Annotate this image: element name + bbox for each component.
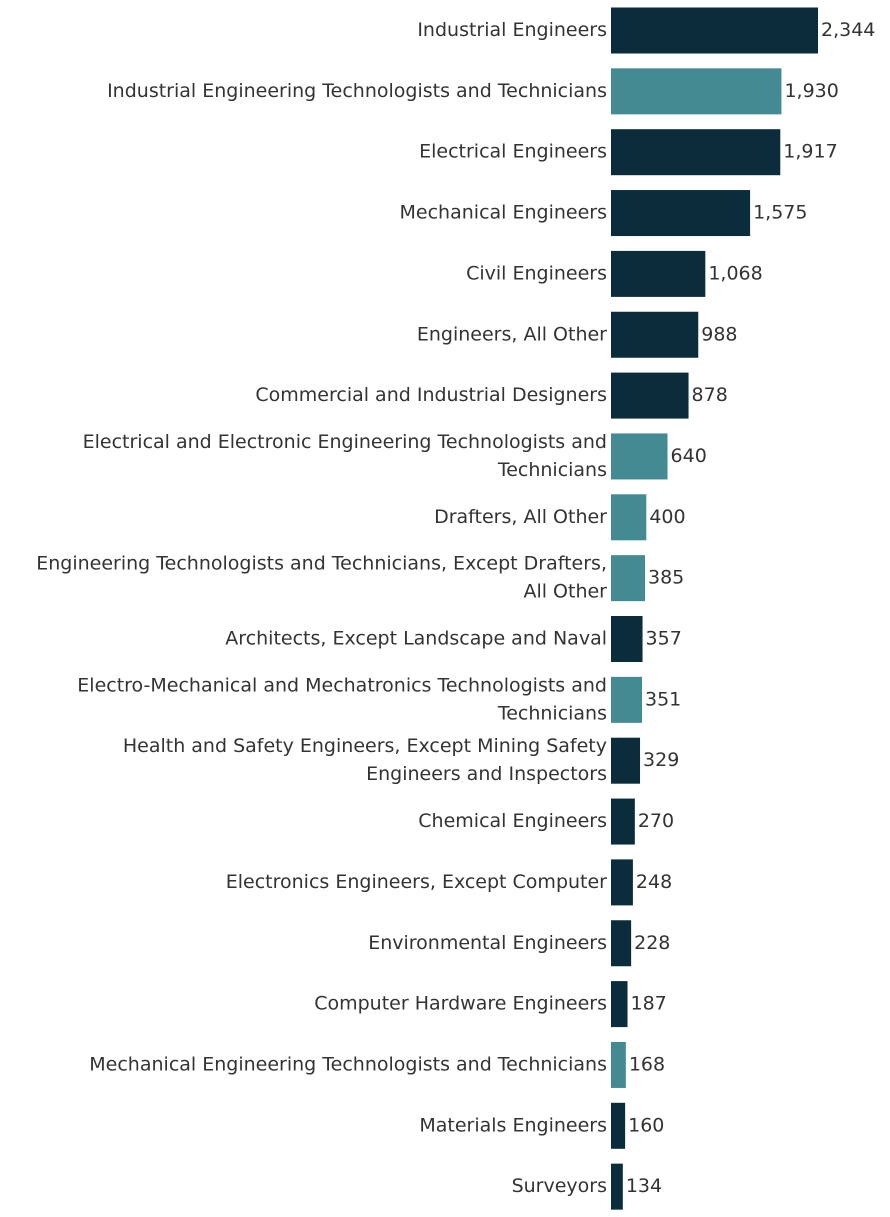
bar-12 <box>611 737 641 784</box>
value-label: 640 <box>671 445 707 467</box>
bar-8 <box>611 494 647 541</box>
value-label: 1,930 <box>784 80 838 102</box>
bar-7 <box>611 433 668 480</box>
category-label: Computer Hardware Engineers <box>314 993 607 1015</box>
value-label: 187 <box>631 993 667 1015</box>
value-label: 329 <box>643 749 679 771</box>
bar-6 <box>611 372 689 419</box>
bar-14 <box>611 859 633 906</box>
bar-18 <box>611 1102 626 1149</box>
value-label: 2,344 <box>821 19 875 41</box>
value-label: 1,575 <box>753 202 807 224</box>
category-label: Mechanical Engineers <box>400 202 607 224</box>
category-label: All Other <box>523 581 607 603</box>
category-label: Environmental Engineers <box>368 932 607 954</box>
category-label: Civil Engineers <box>466 262 607 284</box>
category-label: Engineering Technologists and Technician… <box>36 553 607 575</box>
category-label: Technicians <box>497 702 607 724</box>
category-label: Electrical and Electronic Engineering Te… <box>83 431 607 453</box>
bar-13 <box>611 798 635 845</box>
category-label: Chemical Engineers <box>418 810 607 832</box>
value-label: 385 <box>648 567 684 589</box>
category-label: Mechanical Engineering Technologists and… <box>89 1053 607 1075</box>
category-label: Electrical Engineers <box>419 141 607 163</box>
category-label: Electro-Mechanical and Mechatronics Tech… <box>77 674 607 696</box>
bar-9 <box>611 555 645 602</box>
category-label: Materials Engineers <box>419 1114 607 1136</box>
value-label: 351 <box>645 688 681 710</box>
value-label: 1,917 <box>783 141 837 163</box>
bar-3 <box>611 190 751 237</box>
value-label: 248 <box>636 871 672 893</box>
value-label: 228 <box>634 932 670 954</box>
category-label: Engineers, All Other <box>417 323 607 345</box>
category-label: Electronics Engineers, Except Computer <box>226 871 607 893</box>
category-label: Industrial Engineering Technologists and… <box>107 80 607 102</box>
bar-19 <box>611 1163 623 1210</box>
value-label: 168 <box>629 1053 665 1075</box>
category-label: Architects, Except Landscape and Naval <box>225 628 607 650</box>
bar-0 <box>611 7 818 54</box>
category-label: Industrial Engineers <box>417 19 607 41</box>
value-label: 1,068 <box>708 262 762 284</box>
value-label: 988 <box>701 323 737 345</box>
value-label: 160 <box>628 1114 664 1136</box>
value-label: 270 <box>638 810 674 832</box>
category-label: Drafters, All Other <box>434 506 607 528</box>
bar-15 <box>611 920 632 967</box>
value-label: 134 <box>626 1175 662 1197</box>
bar-4 <box>611 250 706 297</box>
category-label: Engineers and Inspectors <box>366 763 607 785</box>
category-label: Commercial and Industrial Designers <box>255 384 607 406</box>
value-label: 878 <box>692 384 728 406</box>
bar-5 <box>611 311 699 358</box>
bar-10 <box>611 616 643 662</box>
bar-16 <box>611 981 628 1028</box>
value-label: 357 <box>646 628 682 650</box>
value-label: 400 <box>649 506 685 528</box>
bar-1 <box>611 68 782 115</box>
bar-11 <box>611 676 642 723</box>
category-label: Technicians <box>497 459 607 481</box>
category-label: Health and Safety Engineers, Except Mini… <box>123 735 607 757</box>
bar-17 <box>611 1041 626 1088</box>
category-label: Surveyors <box>512 1175 607 1197</box>
bar-2 <box>611 129 781 176</box>
